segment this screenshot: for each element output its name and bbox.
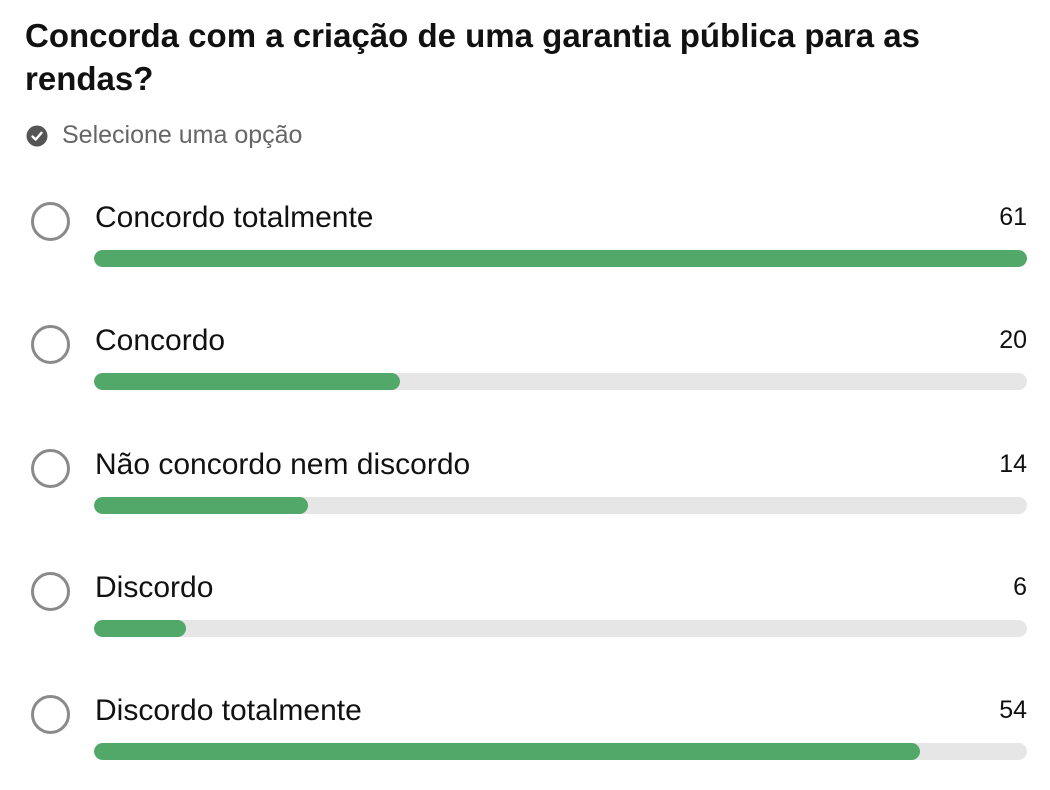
vote-count: 61 [999, 203, 1027, 231]
bar [94, 373, 400, 391]
radio-button[interactable] [31, 448, 70, 488]
vote-count: 54 [999, 696, 1027, 725]
bar-track [94, 619, 1027, 637]
radio-button[interactable] [31, 571, 70, 611]
question: Concorda com a criação de uma garantia p… [25, 17, 920, 97]
option-row[interactable]: Concordo totalmente 61 [0, 197, 1050, 297]
check-icon [26, 125, 48, 147]
bar [94, 619, 186, 637]
option-label: Discordo [95, 570, 214, 604]
radio-button[interactable] [31, 695, 70, 735]
bar-track [94, 373, 1027, 391]
bar [94, 250, 1027, 267]
vote-count: 6 [1013, 572, 1027, 601]
option-row[interactable]: Não concordo nem discordo 14 [0, 444, 1050, 544]
bar [94, 743, 920, 761]
bar-track [94, 743, 1027, 761]
option-label: Não concordo nem discordo [95, 447, 471, 481]
vote-count: 20 [999, 326, 1027, 355]
option-label: Concordo [95, 324, 226, 358]
bar [94, 496, 309, 514]
bar-track [94, 496, 1027, 514]
option-label: Concordo totalmente [95, 201, 374, 234]
option-row[interactable]: Discordo 6 [0, 567, 1050, 667]
radio-button[interactable] [31, 202, 70, 241]
bar-track [94, 250, 1027, 267]
option-label: Discordo totalmente [95, 694, 362, 728]
radio-button[interactable] [31, 325, 70, 365]
option-row[interactable]: Concordo 20 [0, 320, 1050, 420]
vote-count: 14 [999, 449, 1027, 478]
option-row[interactable]: Discordo totalmente 54 [0, 690, 1050, 790]
hint: Selecione uma opção [62, 121, 303, 149]
